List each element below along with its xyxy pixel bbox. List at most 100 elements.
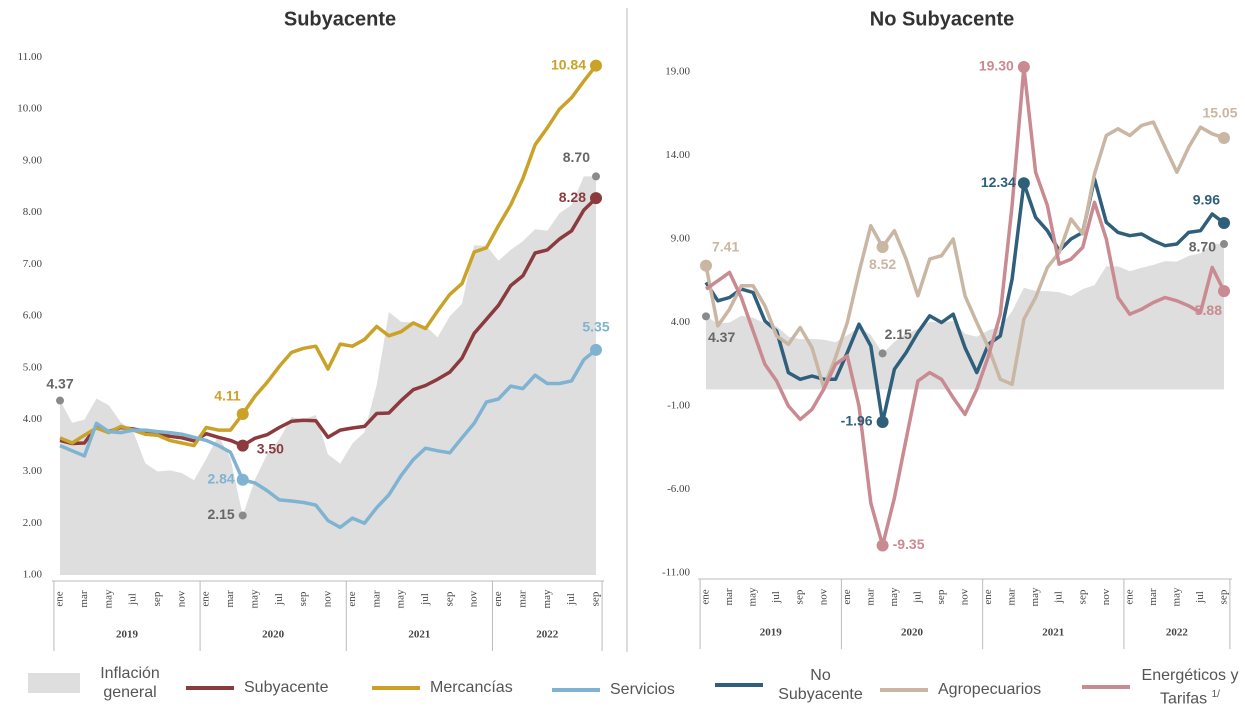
y-tick-label: 8.00 xyxy=(23,206,43,218)
legend-label: Servicios xyxy=(610,681,675,698)
area xyxy=(706,244,1224,390)
group-label: 2019 xyxy=(760,627,783,639)
x-tick-label: may xyxy=(1029,587,1041,606)
y-tick-label: 11.00 xyxy=(18,51,43,63)
legend-label: Agropecuarios xyxy=(938,681,1042,698)
x-tick-label: sep xyxy=(794,589,806,604)
y-tick-label: -1.00 xyxy=(667,400,690,412)
data-label: 8.28 xyxy=(559,189,586,205)
x-tick-label: sep xyxy=(151,591,163,606)
point-marker xyxy=(700,259,712,272)
x-tick-label: ene xyxy=(54,591,66,606)
group-label: 2022 xyxy=(536,629,559,641)
data-label: 9.96 xyxy=(1193,192,1220,208)
data-label: 8.52 xyxy=(869,256,896,272)
x-tick-label: sep xyxy=(1218,589,1230,604)
data-label: 4.37 xyxy=(708,329,735,345)
y-tick-label: 2.00 xyxy=(23,517,43,529)
data-label: -9.35 xyxy=(893,536,925,552)
x-tick-label: mar xyxy=(370,590,382,607)
point-marker xyxy=(56,396,64,405)
x-tick-label: may xyxy=(102,589,114,608)
legend-note: 1/ xyxy=(1211,689,1220,700)
data-label: 5.88 xyxy=(1195,302,1222,318)
data-label: 4.11 xyxy=(214,388,241,404)
point-marker xyxy=(876,241,889,254)
x-tick-label: jul xyxy=(1194,591,1206,604)
x-tick-label: may xyxy=(1170,587,1182,606)
y-tick-label: 7.00 xyxy=(23,258,43,270)
x-tick-label: mar xyxy=(516,590,528,607)
point-marker xyxy=(590,343,602,356)
x-tick-label: nov xyxy=(175,590,187,607)
y-tick-label: 9.00 xyxy=(23,154,43,166)
x-tick-label: nov xyxy=(1100,588,1112,605)
x-tick-label: jul xyxy=(1053,591,1065,604)
point-marker xyxy=(236,473,249,486)
legend-label: Subyacente xyxy=(244,679,329,696)
group-label: 2021 xyxy=(1042,627,1064,639)
data-label: -1.96 xyxy=(841,413,873,429)
legend-item: Servicios xyxy=(552,680,675,699)
point-marker xyxy=(878,349,887,358)
group-label: 2020 xyxy=(901,627,924,639)
x-tick-label: sep xyxy=(590,591,602,606)
data-label: 12.34 xyxy=(981,174,1016,190)
point-marker xyxy=(1218,217,1230,230)
y-tick-label: 1.00 xyxy=(23,569,43,581)
x-tick-label: jul xyxy=(419,593,431,606)
x-tick-label: may xyxy=(747,587,759,606)
point-marker xyxy=(1218,285,1230,298)
point-marker xyxy=(590,59,602,72)
x-tick-label: mar xyxy=(1147,588,1159,605)
x-tick-label: jul xyxy=(127,593,139,606)
legend-item: Mercancías xyxy=(372,678,513,697)
chart-title: Subyacente xyxy=(284,8,396,30)
x-tick-label: ene xyxy=(982,589,994,604)
x-tick-label: mar xyxy=(864,588,876,605)
data-label: 2.84 xyxy=(207,470,234,486)
x-tick-label: may xyxy=(248,589,260,608)
point-marker xyxy=(1220,240,1228,249)
point-marker xyxy=(592,172,600,181)
group-label: 2020 xyxy=(262,629,285,641)
group-label: 2022 xyxy=(1166,627,1189,639)
x-tick-label: sep xyxy=(935,589,947,604)
y-tick-label: 6.00 xyxy=(23,310,43,322)
data-label: 2.15 xyxy=(885,326,912,342)
area xyxy=(60,176,596,575)
point-marker xyxy=(876,539,889,552)
x-tick-label: nov xyxy=(959,588,971,605)
x-tick-label: may xyxy=(395,589,407,608)
x-tick-label: may xyxy=(541,589,553,608)
legend-swatch xyxy=(715,683,763,687)
legend-label: Inflación general xyxy=(100,665,160,701)
legend-swatch xyxy=(880,687,928,692)
line xyxy=(59,64,598,448)
legend-swatch xyxy=(1082,685,1130,690)
y-tick-label: 4.00 xyxy=(671,316,691,328)
x-tick-label: jul xyxy=(911,591,923,604)
x-tick-label: ene xyxy=(346,591,358,606)
charts: Subyacente 1.00 2.00 3.00 4.00 5.00 6.00 7.00 8.… xyxy=(17,8,1238,652)
line xyxy=(59,348,598,530)
point-marker xyxy=(238,511,247,520)
point-marker xyxy=(236,439,249,452)
point-marker xyxy=(236,408,249,421)
data-label: 19.30 xyxy=(979,58,1014,74)
data-label: 8.70 xyxy=(563,149,590,165)
legend-swatch xyxy=(186,685,234,690)
y-tick-label: 14.00 xyxy=(665,149,690,161)
data-label: 3.50 xyxy=(257,440,284,456)
legend-swatch xyxy=(372,685,420,690)
group-label: 2021 xyxy=(408,629,430,641)
x-tick-label: mar xyxy=(224,590,236,607)
x-tick-label: sep xyxy=(297,591,309,606)
x-tick-label: ene xyxy=(492,591,504,606)
x-tick-label: nov xyxy=(322,590,334,607)
data-label: 7.41 xyxy=(712,238,739,254)
point-marker xyxy=(1218,132,1230,145)
y-tick-label: 19.00 xyxy=(665,66,690,78)
x-tick-label: jul xyxy=(273,593,285,606)
x-tick-label: nov xyxy=(817,588,829,605)
